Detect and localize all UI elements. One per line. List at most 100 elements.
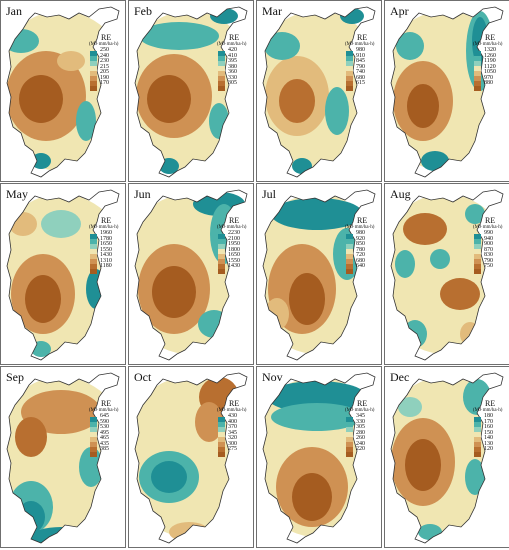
map-panel-oct: Oct RE (MJ·mm/ha·h) 430 400 370 345 320 300 275 (128, 366, 254, 548)
legend-tick-labels: 420 410 395 380 360 330 305 (228, 47, 237, 87)
legend-swatch (346, 259, 353, 264)
legend-tick-label: 1650 (228, 252, 240, 258)
legend-tick-label: 920 (356, 235, 365, 242)
erosivity-zone (264, 32, 300, 60)
legend-tick-label: 1800 (228, 246, 240, 253)
legend-tick-label: 495 (100, 429, 109, 436)
legend-title: RE (101, 33, 112, 42)
panel-title: May (6, 187, 28, 201)
legend-swatch (218, 56, 225, 61)
map-panel-may: May RE (MJ·mm/ha·h) 1960 1780 1650 1550 1430 131… (0, 183, 126, 365)
legend-color-bar (346, 51, 353, 91)
legend-tick-label: 750 (484, 263, 493, 269)
erosivity-zone (430, 249, 450, 269)
legend-tick-labels: 645 590 530 495 465 435 385 (100, 413, 109, 453)
legend-swatch (90, 234, 97, 239)
legend-tick-label: 2100 (228, 235, 240, 242)
region-boundary (134, 372, 248, 544)
legend-swatch (474, 86, 481, 91)
panel-title: Feb (134, 4, 152, 18)
legend-swatch (218, 234, 225, 239)
legend-tick-label: 740 (356, 69, 365, 75)
erosivity-zone (15, 417, 47, 457)
legend-swatch (474, 452, 481, 457)
map-panel-nov: Nov RE (MJ·mm/ha·h) 345 330 305 280 260 240 220 (256, 366, 382, 548)
erosivity-zone (57, 51, 85, 71)
erosivity-zone (465, 204, 485, 224)
region-boundary (262, 372, 376, 544)
legend-swatch (346, 76, 353, 81)
legend-swatch (218, 269, 225, 274)
legend-swatch (346, 422, 353, 427)
legend-tick-label: 260 (356, 435, 365, 441)
erosivity-zone (31, 527, 91, 543)
legend-unit: (MJ·mm/ha·h) (217, 408, 247, 413)
legend-title: RE (229, 216, 240, 225)
legend-swatch (90, 61, 97, 66)
legend-swatch (474, 239, 481, 244)
legend-swatch (90, 432, 97, 437)
erosivity-zone (267, 381, 367, 413)
legend-color-bar (218, 417, 225, 457)
map-panel-mar: Mar RE (MJ·mm/ha·h) 980 910 845 790 740 680 615 (256, 0, 382, 182)
legend-swatch (218, 81, 225, 86)
region-boundary (6, 6, 120, 178)
legend-title: RE (357, 216, 368, 225)
legend-tick-labels: 1320 1260 1190 1120 1050 970 880 (484, 47, 496, 87)
legend-title: RE (357, 33, 368, 42)
legend-tick-label: 1430 (100, 252, 112, 258)
legend-tick-labels: 345 330 305 280 260 240 220 (356, 413, 365, 453)
legend-swatch (474, 422, 481, 427)
map-panel-feb: Feb RE (MJ·mm/ha·h) 420 410 395 380 360 330 305 (128, 0, 254, 182)
legend-swatch (218, 51, 225, 56)
legend-tick-label: 205 (100, 69, 109, 75)
legend-color-bar (90, 51, 97, 91)
legend-color-bar (474, 234, 481, 274)
legend-tick-label: 850 (356, 241, 365, 247)
erosivity-zone (19, 75, 63, 123)
legend-swatch (218, 432, 225, 437)
legend-tick-label: 530 (100, 424, 109, 430)
region-boundary (6, 372, 120, 544)
legend-swatch (218, 417, 225, 422)
legend-swatch (346, 447, 353, 452)
legend-tick-label: 590 (100, 418, 109, 425)
legend-swatch (218, 264, 225, 269)
region-boundary (390, 189, 504, 361)
legend-tick-label: 1960 (100, 230, 112, 236)
erosivity-zone (395, 250, 415, 278)
legend-tick-label: 845 (356, 58, 365, 64)
legend-tick-label: 790 (484, 257, 493, 264)
panel-title: Dec (390, 370, 410, 384)
legend-tick-label: 900 (484, 241, 493, 247)
legend-swatch (346, 264, 353, 269)
legend-swatch (346, 56, 353, 61)
erosivity-zone (271, 403, 363, 431)
legend-tick-label: 320 (228, 435, 237, 441)
legend-swatch (218, 452, 225, 457)
legend-swatch (346, 66, 353, 71)
legend-color-bar (90, 417, 97, 457)
erosivity-zone (31, 153, 51, 169)
legend-tick-label: 680 (356, 74, 365, 81)
erosivity-zone (86, 269, 106, 309)
legend-title: RE (485, 216, 496, 225)
panel-title: Jun (134, 187, 151, 201)
legend-tick-label: 400 (228, 418, 237, 425)
erosivity-zone (418, 524, 442, 540)
legend-swatch (474, 437, 481, 442)
legend-swatch (90, 259, 97, 264)
legend-title: RE (229, 33, 240, 42)
legend-tick-labels: 980 920 850 780 720 680 640 (356, 230, 365, 270)
legend-swatch (90, 437, 97, 442)
legend-tick-label: 1430 (228, 263, 240, 269)
legend-swatch (474, 269, 481, 274)
legend-swatch (90, 76, 97, 81)
legend-color-bar (474, 417, 481, 457)
legend-swatch (346, 244, 353, 249)
erosivity-zone (325, 87, 349, 135)
legend-swatch (90, 422, 97, 427)
legend-tick-labels: 250 240 230 215 205 190 170 (100, 47, 109, 87)
legend-tick-label: 380 (228, 63, 237, 70)
legend-tick-label: 1310 (100, 257, 112, 264)
